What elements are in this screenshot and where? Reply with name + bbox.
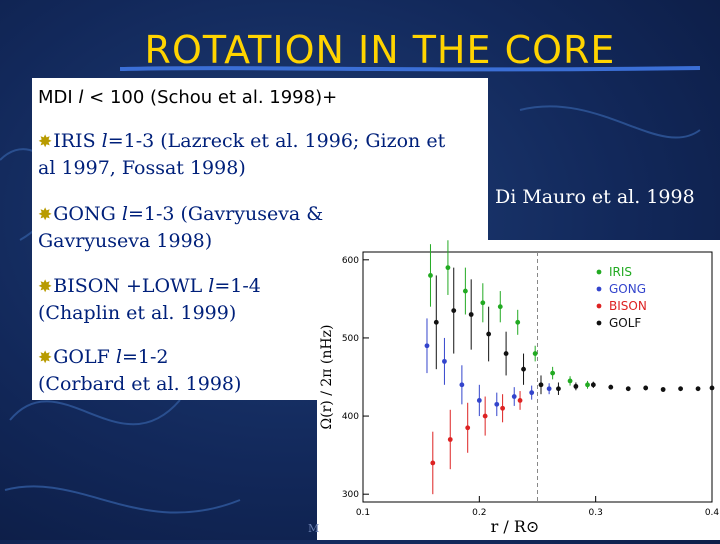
iris-data-point bbox=[428, 273, 433, 278]
legend-marker-gong bbox=[596, 286, 602, 292]
bison-text: BISON +LOWL bbox=[53, 275, 209, 297]
gong-data-point bbox=[511, 394, 517, 399]
y-tick-label: 600 bbox=[342, 256, 359, 266]
golf-data-point bbox=[709, 385, 715, 391]
degree-symbol: l bbox=[208, 275, 215, 297]
iris-data-point bbox=[497, 304, 503, 310]
iris-data-point bbox=[550, 370, 556, 376]
x-tick-label: 0.4 bbox=[705, 508, 720, 518]
line-bison: ✸BISON +LOWL l=1-4 bbox=[38, 275, 261, 299]
gong-data-point bbox=[494, 401, 500, 407]
y-tick-label: 400 bbox=[342, 412, 359, 422]
title-underline bbox=[120, 66, 700, 72]
iris-ref: =1-3 (Lazreck et al. 1996; Gizon et bbox=[107, 130, 446, 152]
rotation-chart: 0.1 0.2 0.3 0.4 300 400 500 600 r / R⊙ Ω(r) / 2π … bbox=[319, 240, 720, 536]
bison-ref: =1-4 bbox=[214, 275, 261, 297]
bison-data-point bbox=[500, 405, 505, 411]
legend-label-iris: IRIS bbox=[609, 265, 632, 279]
bison-data-point bbox=[465, 425, 471, 431]
sunburst-bullet-icon: ✸ bbox=[38, 277, 53, 297]
iris-data-point bbox=[532, 351, 538, 356]
line-mdi: MDI l < 100 (Schou et al. 1998)+ bbox=[38, 86, 337, 109]
x-tick-label: 0.1 bbox=[356, 508, 370, 518]
bison-data-point bbox=[430, 460, 436, 466]
iris-data-point bbox=[445, 265, 451, 271]
gong-data-point bbox=[476, 398, 482, 403]
golf-data-point bbox=[468, 312, 474, 317]
footer-fragment: M bbox=[308, 522, 320, 535]
iris-data-point bbox=[480, 300, 486, 306]
legend-label-golf: GOLF bbox=[609, 316, 641, 330]
golf-data-point bbox=[590, 382, 596, 388]
line-golf-cont: (Corbard et al. 1998) bbox=[38, 373, 242, 395]
gong-data-point bbox=[459, 382, 465, 388]
golf-data-point bbox=[678, 386, 683, 392]
figure-credit: Di Mauro et al. 1998 bbox=[495, 186, 695, 208]
iris-data-point bbox=[567, 378, 573, 384]
y-axis-label: Ω(r) / 2π (nHz) bbox=[319, 325, 335, 430]
golf-data-point bbox=[433, 319, 439, 325]
golf-data-point bbox=[486, 331, 492, 337]
legend-marker-bison bbox=[596, 303, 602, 309]
line-iris-cont: al 1997, Fossat 1998) bbox=[38, 157, 246, 179]
sunburst-bullet-icon: ✸ bbox=[38, 205, 53, 225]
bison-data-point bbox=[447, 437, 453, 442]
golf-data-point bbox=[521, 366, 526, 372]
gong-data-point bbox=[424, 343, 430, 349]
legend-marker-iris bbox=[596, 269, 602, 275]
legend-marker-golf bbox=[596, 320, 602, 326]
mdi-ref: < 100 (Schou et al. 1998)+ bbox=[83, 87, 338, 108]
gong-data-point bbox=[529, 390, 535, 396]
golf-data-point bbox=[695, 386, 701, 392]
x-tick-label: 0.2 bbox=[472, 508, 486, 518]
golf-ref: =1-2 bbox=[121, 346, 169, 368]
degree-symbol: l bbox=[78, 87, 84, 108]
degree-symbol: l bbox=[115, 346, 122, 368]
legend-label-bison: BISON bbox=[609, 299, 647, 313]
y-tick-label: 500 bbox=[342, 334, 359, 344]
rotation-chart-panel: 0.1 0.2 0.3 0.4 300 400 500 600 r / R⊙ Ω(r) / 2π … bbox=[317, 240, 720, 540]
mdi-text: MDI bbox=[38, 87, 79, 108]
degree-symbol: l bbox=[101, 130, 108, 152]
golf-data-point bbox=[573, 383, 579, 389]
gong-data-point bbox=[546, 386, 552, 392]
degree-symbol: l bbox=[121, 203, 128, 225]
golf-text: GOLF bbox=[53, 346, 116, 368]
slide-title: ROTATION IN THE CORE bbox=[144, 28, 616, 72]
line-iris: ✸IRIS l=1-3 (Lazreck et al. 1996; Gizon … bbox=[38, 130, 445, 154]
golf-data-point bbox=[608, 384, 614, 390]
line-gong: ✸GONG l=1-3 (Gavryuseva & bbox=[38, 203, 323, 227]
golf-data-point bbox=[556, 386, 561, 392]
x-tick-label: 0.3 bbox=[589, 508, 603, 518]
line-bison-cont: (Chaplin et al. 1999) bbox=[38, 302, 237, 324]
line-gong-cont: Gavryuseva 1998) bbox=[38, 230, 213, 252]
x-axis-label: r / R⊙ bbox=[491, 517, 540, 536]
gong-data-point bbox=[442, 358, 447, 364]
y-tick-label: 300 bbox=[342, 490, 359, 500]
sunburst-bullet-icon: ✸ bbox=[38, 348, 53, 368]
iris-data-point bbox=[585, 382, 590, 388]
golf-data-point bbox=[503, 351, 509, 356]
legend-label-gong: GONG bbox=[609, 282, 646, 296]
gong-text: GONG bbox=[53, 203, 122, 225]
golf-data-point bbox=[538, 382, 544, 388]
iris-data-point bbox=[462, 288, 468, 294]
gong-ref: =1-3 (Gavryuseva & bbox=[127, 203, 324, 225]
bison-data-point bbox=[482, 413, 488, 419]
sunburst-bullet-icon: ✸ bbox=[38, 132, 53, 152]
golf-data-point bbox=[625, 386, 631, 392]
line-golf: ✸GOLF l=1-2 bbox=[38, 346, 168, 370]
bison-data-point bbox=[517, 398, 523, 403]
iris-text: IRIS bbox=[53, 130, 102, 152]
golf-data-point bbox=[660, 387, 666, 392]
golf-data-point bbox=[451, 308, 457, 313]
iris-data-point bbox=[515, 319, 521, 325]
golf-data-point bbox=[643, 385, 649, 391]
